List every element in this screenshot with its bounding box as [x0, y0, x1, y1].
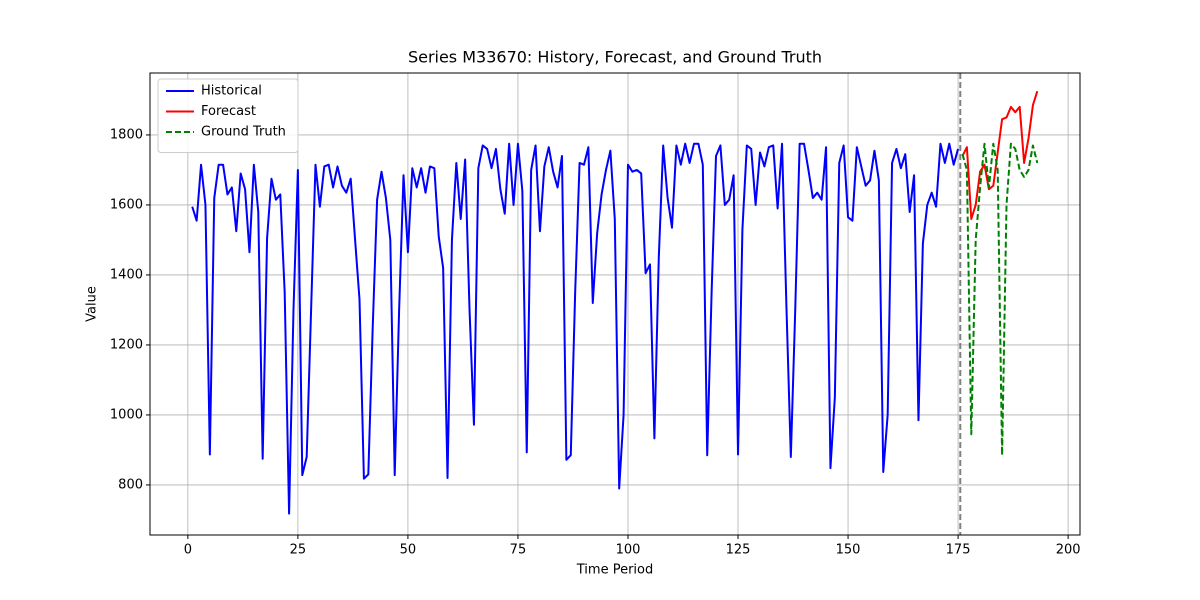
x-tick-label: 75	[510, 543, 527, 558]
plot-frame	[149, 72, 1081, 536]
series-line	[961, 142, 1039, 457]
y-tick-label: 1400	[110, 267, 143, 282]
x-tick-label: 175	[946, 543, 971, 558]
y-tick-label: 1600	[110, 197, 143, 212]
legend-box	[157, 78, 299, 153]
x-tick-label: 50	[400, 543, 417, 558]
y-tick-label: 1000	[110, 407, 143, 422]
x-tick-label: 25	[290, 543, 307, 558]
y-axis-label: Value	[85, 286, 100, 322]
legend-label: Forecast	[201, 104, 256, 119]
y-tick-label: 800	[118, 477, 143, 492]
series-line	[961, 90, 1039, 220]
x-tick-label: 150	[836, 543, 861, 558]
x-tick-label: 200	[1056, 543, 1081, 558]
x-tick-label: 0	[184, 543, 192, 558]
chart-title: Series M33670: History, Forecast, and Gr…	[408, 48, 822, 67]
x-tick-label: 100	[616, 543, 641, 558]
y-tick-label: 1200	[110, 337, 143, 352]
legend-label: Historical	[201, 84, 262, 99]
series-line	[191, 142, 960, 515]
x-axis-label: Time Period	[576, 563, 653, 578]
legend-label: Ground Truth	[201, 125, 286, 140]
x-tick-label: 125	[726, 543, 751, 558]
y-tick-label: 1800	[110, 127, 143, 142]
